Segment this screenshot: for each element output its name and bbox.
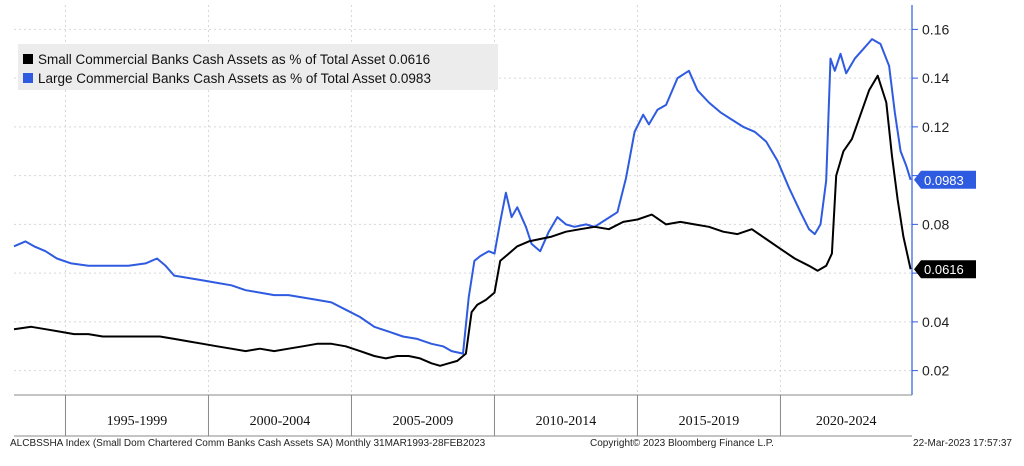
y-tick-label: 0.04 bbox=[922, 314, 949, 330]
x-period-label: 2010-2014 bbox=[536, 414, 597, 429]
legend-swatch-large-banks bbox=[23, 73, 33, 83]
x-period-label: 1995-1999 bbox=[107, 414, 168, 429]
x-period-label: 2020-2024 bbox=[816, 414, 877, 429]
legend: Small Commercial Banks Cash Assets as % … bbox=[18, 44, 498, 90]
last-value-label: 0.0983 bbox=[924, 173, 964, 188]
series-line bbox=[13, 74, 912, 367]
legend-swatch-small-banks bbox=[23, 54, 33, 64]
x-period-label: 2005-2009 bbox=[393, 414, 454, 429]
y-tick-label: 0.08 bbox=[922, 216, 949, 232]
footer-timestamp: 22-Mar-2023 17:57:37 bbox=[913, 438, 1012, 449]
legend-item-small-banks: Small Commercial Banks Cash Assets as % … bbox=[38, 52, 430, 67]
footer-copyright: Copyright© 2023 Bloomberg Finance L.P. bbox=[590, 438, 774, 449]
y-tick-label: 0.16 bbox=[922, 21, 949, 37]
y-tick-label: 0.14 bbox=[922, 70, 949, 86]
legend-item-large-banks: Large Commercial Banks Cash Assets as % … bbox=[38, 71, 431, 86]
y-tick-label: 0.02 bbox=[922, 363, 949, 379]
x-period-label: 2015-2019 bbox=[679, 414, 740, 429]
last-value-label: 0.0616 bbox=[924, 262, 964, 277]
last-value-tag bbox=[914, 170, 976, 189]
axes: 0.020.040.060.080.120.140.161995-1999200… bbox=[14, 5, 949, 437]
series-lines bbox=[13, 38, 912, 367]
series-line bbox=[13, 38, 912, 355]
last-value-tags: 0.0983 0.0616 bbox=[914, 170, 976, 279]
footer: ALCBSSHA Index (Small Dom Chartered Comm… bbox=[10, 438, 1012, 449]
x-period-label: 2000-2004 bbox=[250, 414, 311, 429]
legend-box bbox=[18, 44, 498, 90]
last-value-tag bbox=[914, 260, 976, 279]
footer-source: ALCBSSHA Index (Small Dom Chartered Comm… bbox=[10, 438, 486, 449]
y-tick-label: 0.12 bbox=[922, 119, 949, 135]
